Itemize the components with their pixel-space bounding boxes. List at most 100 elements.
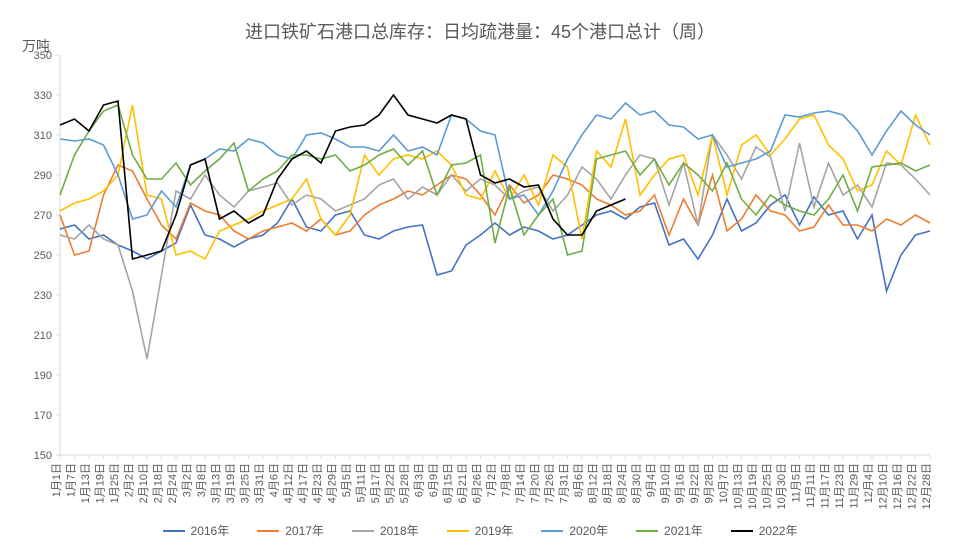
svg-text:10月7日: 10月7日	[718, 463, 730, 503]
svg-text:11月11日: 11月11日	[805, 463, 817, 508]
svg-text:6月9日: 6月9日	[428, 463, 440, 497]
svg-text:11月29日: 11月29日	[849, 463, 861, 509]
plot-area	[60, 55, 930, 455]
svg-text:3月8日: 3月8日	[196, 463, 208, 497]
svg-text:4月23日: 4月23日	[312, 463, 324, 503]
legend-label: 2019年	[475, 522, 514, 539]
chart-container: 进口铁矿石港口总库存：日均疏港量：45个港口总计（周） 万吨 150 170 190…	[0, 0, 960, 547]
svg-text:9月22日: 9月22日	[689, 463, 701, 503]
svg-text:9月10日: 9月10日	[660, 463, 672, 503]
x-ticks: 1月1日1月7日1月13日1月19日1月25日2月2日2月10日2月18日2月2…	[51, 455, 933, 509]
legend-label: 2021年	[664, 522, 703, 539]
svg-text:190: 190	[34, 370, 52, 382]
legend-label: 2018年	[380, 522, 419, 539]
svg-text:3月25日: 3月25日	[240, 463, 252, 503]
svg-text:12月4日: 12月4日	[863, 463, 875, 503]
svg-text:5月5日: 5月5日	[341, 463, 353, 497]
svg-text:4月29日: 4月29日	[327, 463, 339, 503]
svg-text:3月19日: 3月19日	[225, 463, 237, 503]
svg-text:12月10日: 12月10日	[878, 463, 890, 509]
svg-text:3月13日: 3月13日	[211, 463, 223, 503]
svg-text:10月30日: 10月30日	[776, 463, 788, 509]
svg-text:7月8日: 7月8日	[501, 463, 513, 497]
svg-text:7月2日: 7月2日	[486, 463, 498, 497]
svg-text:150: 150	[34, 450, 52, 462]
svg-text:12月22日: 12月22日	[907, 463, 919, 509]
svg-text:7月20日: 7月20日	[530, 463, 542, 503]
svg-text:2月2日: 2月2日	[124, 463, 136, 497]
svg-text:210: 210	[34, 330, 52, 342]
svg-text:2月10日: 2月10日	[138, 463, 150, 503]
svg-text:2月18日: 2月18日	[153, 463, 165, 503]
svg-text:270: 270	[34, 210, 52, 222]
svg-text:4月6日: 4月6日	[269, 463, 281, 497]
svg-text:5月17日: 5月17日	[370, 463, 382, 503]
svg-text:8月24日: 8月24日	[617, 463, 629, 503]
svg-text:7月31日: 7月31日	[559, 463, 571, 503]
legend-item: 2016年	[163, 522, 230, 539]
legend-item: 2019年	[447, 522, 514, 539]
legend-swatch	[636, 530, 658, 532]
svg-text:2月24日: 2月24日	[167, 463, 179, 503]
svg-text:9月16日: 9月16日	[675, 463, 687, 503]
svg-text:1月25日: 1月25日	[109, 463, 121, 503]
svg-text:11月17日: 11月17日	[820, 463, 832, 509]
y-axis-unit: 万吨	[22, 36, 50, 56]
svg-text:8月18日: 8月18日	[602, 463, 614, 503]
svg-text:5月22日: 5月22日	[385, 463, 397, 503]
legend-item: 2022年	[731, 522, 798, 539]
svg-text:10月25日: 10月25日	[762, 463, 774, 509]
svg-text:10月13日: 10月13日	[733, 463, 745, 509]
svg-text:6月15日: 6月15日	[443, 463, 455, 503]
legend-label: 2016年	[191, 522, 230, 539]
svg-text:9月4日: 9月4日	[646, 463, 658, 497]
svg-text:10月19日: 10月19日	[747, 463, 759, 509]
svg-text:12月28日: 12月28日	[921, 463, 933, 509]
svg-text:7月26日: 7月26日	[544, 463, 556, 503]
svg-text:1月7日: 1月7日	[66, 463, 78, 497]
svg-text:1月13日: 1月13日	[80, 463, 92, 503]
legend-swatch	[731, 530, 753, 532]
svg-text:9月28日: 9月28日	[704, 463, 716, 503]
legend-label: 2022年	[759, 522, 798, 539]
chart-svg: 150170190210230250270290310330350 1月1日1月…	[0, 0, 960, 520]
legend: 2016年 2017年 2018年 2019年 2020年 2021年 2022年	[0, 522, 960, 539]
svg-text:6月21日: 6月21日	[457, 463, 469, 503]
legend-swatch	[447, 530, 469, 532]
svg-text:250: 250	[34, 250, 52, 262]
legend-swatch	[257, 530, 279, 532]
svg-text:3月31日: 3月31日	[254, 463, 266, 503]
legend-item: 2017年	[257, 522, 324, 539]
chart-title: 进口铁矿石港口总库存：日均疏港量：45个港口总计（周）	[0, 18, 960, 44]
legend-item: 2018年	[352, 522, 419, 539]
svg-text:330: 330	[34, 90, 52, 102]
svg-text:170: 170	[34, 410, 52, 422]
svg-text:8月12日: 8月12日	[588, 463, 600, 503]
legend-item: 2021年	[636, 522, 703, 539]
legend-swatch	[541, 530, 563, 532]
svg-text:4月12日: 4月12日	[283, 463, 295, 503]
svg-text:310: 310	[34, 130, 52, 142]
y-ticks: 150170190210230250270290310330350	[34, 50, 60, 462]
legend-item: 2020年	[541, 522, 608, 539]
svg-text:7月14日: 7月14日	[515, 463, 527, 503]
svg-text:5月28日: 5月28日	[399, 463, 411, 503]
svg-text:8月6日: 8月6日	[573, 463, 585, 497]
svg-text:12月16日: 12月16日	[892, 463, 904, 509]
svg-text:6月26日: 6月26日	[472, 463, 484, 503]
svg-text:8月30日: 8月30日	[631, 463, 643, 503]
legend-swatch	[352, 530, 374, 532]
svg-text:4月17日: 4月17日	[298, 463, 310, 503]
svg-text:11月5日: 11月5日	[791, 463, 803, 503]
svg-text:1月1日: 1月1日	[51, 463, 63, 497]
svg-text:6月3日: 6月3日	[414, 463, 426, 497]
svg-text:11月23日: 11月23日	[834, 463, 846, 509]
svg-text:230: 230	[34, 290, 52, 302]
svg-text:5月11日: 5月11日	[356, 463, 368, 503]
svg-text:290: 290	[34, 170, 52, 182]
svg-text:1月19日: 1月19日	[95, 463, 107, 503]
legend-swatch	[163, 530, 185, 532]
legend-label: 2017年	[285, 522, 324, 539]
legend-label: 2020年	[569, 522, 608, 539]
svg-text:3月2日: 3月2日	[182, 463, 194, 497]
